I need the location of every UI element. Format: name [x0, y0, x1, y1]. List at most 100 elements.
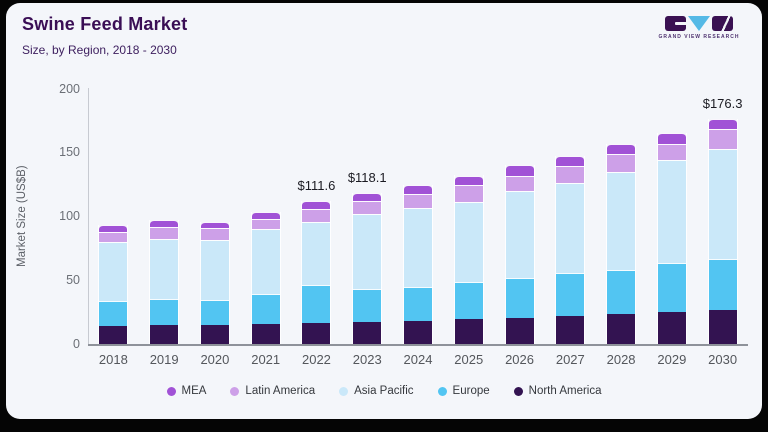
bar-segment-2020-mea[interactable]: [200, 222, 229, 229]
bar-segment-2029-europe[interactable]: [657, 262, 686, 312]
bar-segment-2027-north-america[interactable]: [556, 315, 585, 344]
bar-segment-2023-europe[interactable]: [353, 288, 382, 323]
bar-segment-2030-mea[interactable]: [708, 118, 737, 129]
bar-segment-2025-mea[interactable]: [454, 175, 483, 186]
gvr-logo-marks: [656, 16, 742, 31]
legend-dot-europe: [437, 386, 447, 396]
bar-segment-2028-mea[interactable]: [607, 143, 636, 155]
bar-2030[interactable]: [707, 118, 738, 344]
bar-segment-2019-europe[interactable]: [150, 298, 179, 325]
bar-segment-2025-asia-pacific[interactable]: [454, 202, 483, 283]
bar-segment-2021-mea[interactable]: [251, 212, 280, 220]
bar-2019[interactable]: [149, 219, 180, 344]
value-label-2023: $118.1: [347, 170, 387, 186]
bar-segment-2022-latin-america[interactable]: [302, 209, 331, 222]
bar-segment-2026-asia-pacific[interactable]: [505, 191, 534, 279]
bar-2024[interactable]: [403, 185, 433, 344]
bar-segment-2028-north-america[interactable]: [607, 313, 636, 344]
bar-segment-2030-latin-america[interactable]: [708, 128, 737, 150]
bar-segment-2021-europe[interactable]: [251, 293, 280, 324]
legend-dot-asia-pacific: [339, 386, 349, 396]
bar-segment-2020-north-america[interactable]: [200, 325, 229, 344]
bar-segment-2029-north-america[interactable]: [657, 311, 686, 344]
bar-segment-2022-asia-pacific[interactable]: [302, 221, 331, 285]
bar-2027[interactable]: [555, 156, 586, 344]
x-tick-label-2024: 2024: [403, 352, 433, 367]
bar-segment-2018-asia-pacific[interactable]: [99, 242, 128, 302]
bar-2023[interactable]: [352, 193, 383, 344]
bar-segment-2027-europe[interactable]: [556, 272, 585, 316]
bar-segment-2023-asia-pacific[interactable]: [353, 213, 382, 289]
bar-segment-2020-latin-america[interactable]: [200, 228, 229, 240]
logo-v-icon: [688, 16, 710, 31]
bar-segment-2018-europe[interactable]: [99, 301, 128, 327]
logo-r-icon: [712, 16, 733, 31]
bar-segment-2021-asia-pacific[interactable]: [251, 229, 280, 294]
bar-2021[interactable]: [250, 212, 281, 344]
legend-item-europe[interactable]: Europe: [437, 385, 490, 397]
bar-2020[interactable]: [199, 221, 230, 344]
bar-segment-2018-mea[interactable]: [99, 225, 128, 233]
bar-segment-2024-mea[interactable]: [404, 185, 432, 195]
bar-2025[interactable]: [453, 175, 484, 344]
bar-segment-2023-latin-america[interactable]: [353, 201, 382, 214]
bar-segment-2024-north-america[interactable]: [404, 321, 432, 344]
legend-item-asia-pacific[interactable]: Asia Pacific: [339, 385, 414, 397]
bar-segment-2029-latin-america[interactable]: [657, 143, 686, 161]
value-label-2030: $176.3: [702, 95, 743, 111]
bar-segment-2026-europe[interactable]: [505, 278, 534, 318]
legend-item-north-america[interactable]: North America: [513, 385, 602, 397]
legend-label: MEA: [181, 385, 207, 397]
bar-segment-2026-mea[interactable]: [505, 165, 534, 176]
x-tick-label-2027: 2027: [555, 352, 585, 367]
bar-segment-2026-north-america[interactable]: [505, 317, 534, 344]
bar-2022[interactable]: [301, 201, 332, 344]
y-tick-label: 0: [73, 337, 80, 351]
bar-segment-2019-asia-pacific[interactable]: [150, 238, 179, 299]
bar-segment-2023-mea[interactable]: [353, 193, 382, 202]
bar-segment-2018-latin-america[interactable]: [99, 232, 128, 243]
legend-item-latin-america[interactable]: Latin America: [230, 385, 315, 397]
chart-subtitle: Size, by Region, 2018 - 2030: [22, 43, 177, 57]
bar-segment-2024-asia-pacific[interactable]: [404, 207, 432, 287]
bar-segment-2024-europe[interactable]: [404, 286, 432, 322]
bar-segment-2026-latin-america[interactable]: [505, 175, 534, 192]
x-tick-label-2019: 2019: [149, 352, 179, 367]
bar-segment-2030-europe[interactable]: [708, 259, 737, 310]
bar-segment-2022-north-america[interactable]: [302, 322, 331, 344]
bar-segment-2029-asia-pacific[interactable]: [657, 160, 686, 263]
bar-segment-2025-north-america[interactable]: [454, 318, 483, 344]
bar-segment-2027-asia-pacific[interactable]: [556, 183, 585, 273]
bar-segment-2019-mea[interactable]: [150, 219, 179, 227]
bar-segment-2018-north-america[interactable]: [99, 326, 128, 344]
bar-2026[interactable]: [504, 165, 535, 344]
chart-card: Swine Feed Market Size, by Region, 2018 …: [6, 3, 762, 419]
bar-segment-2019-latin-america[interactable]: [150, 226, 179, 239]
bar-2029[interactable]: [656, 132, 687, 344]
bar-segment-2019-north-america[interactable]: [150, 324, 179, 344]
bar-segment-2021-latin-america[interactable]: [251, 219, 280, 230]
y-tick-label: 50: [66, 273, 80, 288]
bar-segment-2025-latin-america[interactable]: [454, 185, 483, 203]
gvr-logo: GRAND VIEW RESEARCH: [656, 16, 742, 40]
bar-segment-2027-mea[interactable]: [556, 156, 585, 167]
bar-2018[interactable]: [98, 225, 129, 344]
bar-segment-2027-latin-america[interactable]: [556, 166, 585, 184]
bar-segment-2029-mea[interactable]: [657, 132, 686, 144]
legend-item-mea[interactable]: MEA: [166, 385, 207, 397]
bar-segment-2020-europe[interactable]: [200, 299, 229, 326]
bar-segment-2028-latin-america[interactable]: [607, 154, 636, 173]
bar-2028[interactable]: [606, 143, 637, 344]
bar-segment-2023-north-america[interactable]: [353, 322, 382, 344]
bar-segment-2020-asia-pacific[interactable]: [200, 239, 229, 300]
bar-segment-2028-europe[interactable]: [607, 269, 636, 314]
bar-segment-2022-mea[interactable]: [302, 201, 331, 210]
legend-dot-latin-america: [230, 386, 240, 396]
bar-segment-2025-europe[interactable]: [454, 282, 483, 319]
bar-segment-2028-asia-pacific[interactable]: [607, 172, 636, 270]
bar-segment-2030-asia-pacific[interactable]: [708, 149, 737, 260]
bar-segment-2024-latin-america[interactable]: [404, 194, 432, 208]
bar-segment-2030-north-america[interactable]: [708, 309, 737, 344]
bar-segment-2022-europe[interactable]: [302, 284, 331, 323]
bar-segment-2021-north-america[interactable]: [251, 323, 280, 344]
